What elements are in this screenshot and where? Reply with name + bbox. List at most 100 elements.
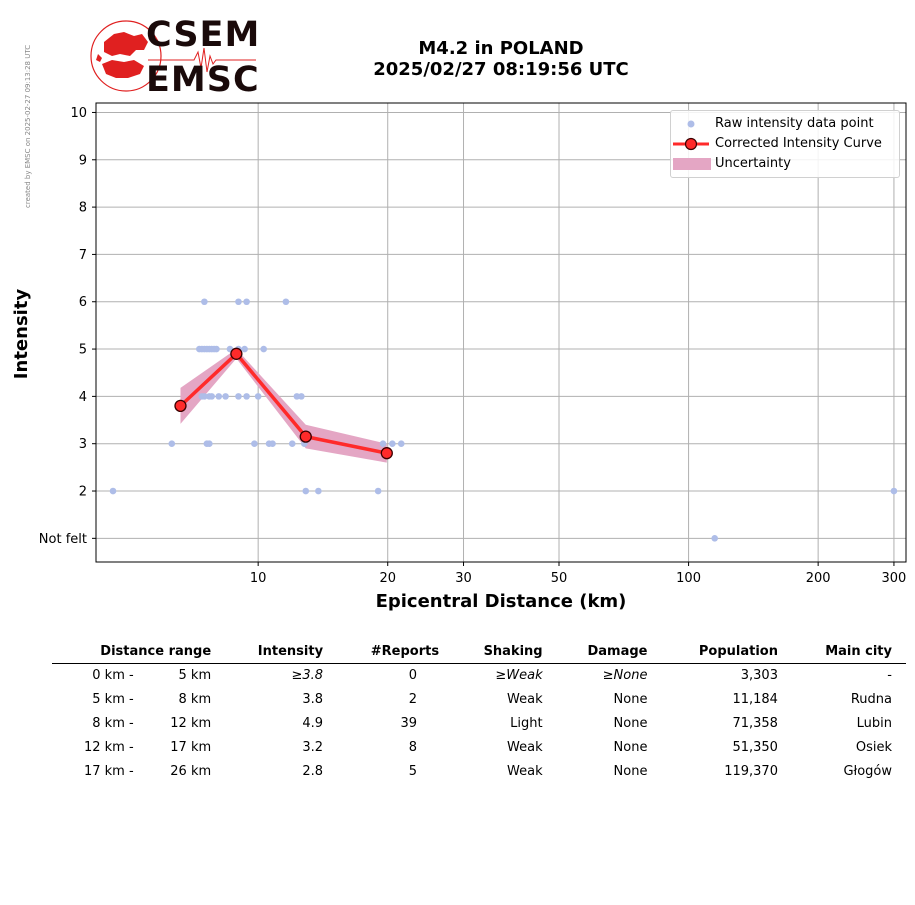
y-tick-label: 10 xyxy=(70,106,87,121)
cell-damage: ≥None xyxy=(602,668,648,683)
table-header-row: Distance range Intensity #Reports Shakin… xyxy=(52,641,906,664)
legend-label-raw: Raw intensity data point xyxy=(715,116,874,131)
raw-data-point xyxy=(282,298,290,306)
curve-marker xyxy=(299,430,312,443)
chart-title: M4.2 in POLAND 2025/02/27 08:19:56 UTC xyxy=(300,38,702,80)
cell-population: 51,350 xyxy=(732,740,778,755)
x-tick-label: 10 xyxy=(250,571,267,586)
curve-marker xyxy=(174,399,187,412)
x-tick-label: 200 xyxy=(806,571,831,586)
x-axis-title: Epicentral Distance (km) xyxy=(376,591,627,612)
table-row: 8 km - 12 km 4.9 39 Light None 71,358 Lu… xyxy=(52,712,906,736)
curve-layer xyxy=(174,347,393,460)
raw-data-point xyxy=(711,535,719,542)
logo-text-csem: CSEM xyxy=(146,15,261,55)
raw-data-point xyxy=(302,487,310,495)
cell-city: Lubin xyxy=(856,716,892,731)
cell-intensity: 3.2 xyxy=(302,740,324,755)
globe-icon xyxy=(90,20,162,92)
raw-data-point xyxy=(243,298,250,306)
intensity-summary-table: Distance range Intensity #Reports Shakin… xyxy=(52,641,906,784)
cell-shaking: Light xyxy=(510,716,543,731)
cell-city: Osiek xyxy=(855,740,892,755)
table-row: 5 km - 8 km 3.8 2 Weak None 11,184 Rudna xyxy=(52,688,906,712)
y-tick-label: 2 xyxy=(79,485,87,500)
cell-damage: None xyxy=(613,764,648,779)
header-distance-range: Distance range xyxy=(52,641,226,664)
cell-range-to: 8 km xyxy=(178,692,212,707)
cell-reports: 8 xyxy=(408,740,418,755)
cell-city: Głogów xyxy=(843,764,892,779)
cell-range-from: 12 km - xyxy=(83,740,134,755)
raw-data-point xyxy=(201,393,208,400)
header-shaking: Shaking xyxy=(453,641,557,664)
raw-data-point xyxy=(254,393,262,400)
raw-data-point xyxy=(109,487,117,495)
raw-data-point xyxy=(260,345,267,353)
cell-range-from: 8 km - xyxy=(92,716,134,731)
header-damage: Damage xyxy=(556,641,662,664)
legend-item-uncertainty: Uncertainty xyxy=(671,154,899,174)
y-tick-label: 5 xyxy=(79,343,87,358)
emsc-logo: CSEM EMSC xyxy=(88,15,261,100)
cell-range-to: 26 km xyxy=(170,764,212,779)
cell-range-to: 5 km xyxy=(178,668,212,683)
cell-intensity: 4.9 xyxy=(302,716,324,731)
chart-title-event: M4.2 in POLAND xyxy=(418,38,584,59)
table-row: 17 km - 26 km 2.8 5 Weak None 119,370 Gł… xyxy=(52,760,906,784)
cell-damage: None xyxy=(613,716,648,731)
cell-shaking: ≥Weak xyxy=(495,668,543,683)
legend-item-raw: Raw intensity data point xyxy=(671,114,899,134)
raw-data-point xyxy=(243,393,250,400)
legend-label-uncertainty: Uncertainty xyxy=(715,156,791,171)
y-axis-title: Intensity xyxy=(11,289,32,380)
cell-shaking: Weak xyxy=(507,692,543,707)
y-tick-label: 6 xyxy=(79,295,87,310)
raw-point-icon xyxy=(687,120,695,128)
raw-data-point xyxy=(241,345,248,353)
x-tick-label: 300 xyxy=(882,571,907,586)
cell-damage: None xyxy=(613,740,648,755)
corrected-intensity-line xyxy=(179,352,388,455)
plot-frame xyxy=(95,102,907,563)
raw-data-point xyxy=(315,487,322,495)
x-tick-label: 50 xyxy=(551,571,568,586)
legend-label-curve: Corrected Intensity Curve xyxy=(715,136,882,151)
logo-text-emsc: EMSC xyxy=(146,60,260,100)
y-tick-label: 4 xyxy=(79,390,87,405)
cell-city: - xyxy=(887,668,892,683)
raw-data-point xyxy=(389,440,396,448)
raw-data-point xyxy=(215,393,223,400)
raw-data-point xyxy=(374,487,382,495)
raw-data-point xyxy=(201,298,208,306)
raw-points-layer xyxy=(109,298,898,542)
cell-range-to: 12 km xyxy=(170,716,212,731)
uncertainty-band xyxy=(180,349,387,463)
cell-population: 71,358 xyxy=(732,716,778,731)
raw-data-point xyxy=(890,487,898,495)
cell-intensity: 3.8 xyxy=(302,692,324,707)
cell-population: 119,370 xyxy=(724,764,778,779)
raw-data-point xyxy=(208,393,216,400)
raw-data-point xyxy=(298,393,305,400)
raw-data-point xyxy=(222,393,229,400)
chart-legend: Raw intensity data point Corrected Inten… xyxy=(670,110,900,178)
y-tick-label: 9 xyxy=(79,153,87,168)
header-main-city: Main city xyxy=(791,641,906,664)
raw-data-point xyxy=(288,440,296,448)
cell-city: Rudna xyxy=(850,692,892,707)
header-population: Population xyxy=(661,641,792,664)
cell-population: 11,184 xyxy=(732,692,778,707)
header-intensity: Intensity xyxy=(225,641,338,664)
cell-range-to: 17 km xyxy=(170,740,212,755)
cell-shaking: Weak xyxy=(507,764,543,779)
chart-title-datetime: 2025/02/27 08:19:56 UTC xyxy=(373,59,629,80)
cell-population: 3,303 xyxy=(740,668,778,683)
cell-intensity: 2.8 xyxy=(302,764,324,779)
raw-data-point xyxy=(397,440,405,448)
table-row: 12 km - 17 km 3.2 8 Weak None 51,350 Osi… xyxy=(52,736,906,760)
y-tick-label: 3 xyxy=(79,437,87,452)
cell-range-from: 0 km - xyxy=(92,668,134,683)
header-reports: #Reports xyxy=(337,641,454,664)
uncertainty-layer xyxy=(180,349,387,463)
